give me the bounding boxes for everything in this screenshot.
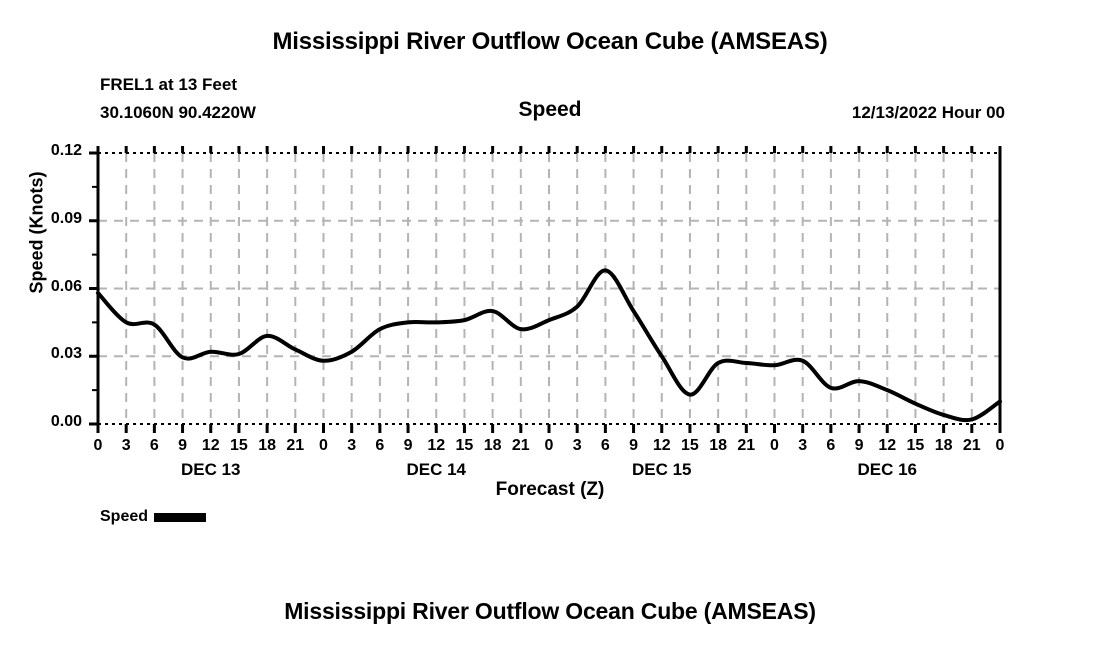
- y-tick-label: 0.12: [50, 142, 82, 159]
- x-tick-label: 0: [770, 437, 779, 454]
- x-tick-label: 3: [347, 437, 357, 454]
- x-tick-label: 15: [455, 437, 474, 454]
- x-tick-label: 15: [906, 437, 925, 454]
- x-tick-label: 15: [681, 437, 699, 454]
- y-tick-label: 0.00: [50, 413, 82, 430]
- y-tick-label: 0.06: [50, 277, 82, 295]
- legend-label-speed: Speed: [100, 508, 149, 525]
- x-tick-label: 9: [178, 437, 188, 454]
- x-tick-label: 15: [230, 437, 248, 454]
- x-axis-title: Forecast (Z): [495, 479, 605, 500]
- y-tick-label: 0.03: [50, 345, 82, 363]
- x-tick-label: 3: [798, 437, 808, 454]
- x-tick-label: 6: [826, 437, 836, 454]
- x-tick-label: 6: [600, 437, 610, 454]
- x-day-label: DEC 16: [857, 460, 918, 479]
- x-tick-label: 21: [737, 437, 756, 454]
- x-tick-label: 3: [121, 437, 131, 454]
- x-tick-label: 18: [709, 437, 728, 454]
- x-tick-label: 3: [572, 437, 582, 454]
- x-tick-label: 0: [319, 437, 328, 454]
- x-tick-label: 9: [854, 437, 864, 454]
- speed-series-line: [96, 268, 1002, 423]
- x-tick-label: 6: [375, 437, 385, 454]
- x-day-label: DEC 13: [180, 460, 241, 479]
- x-tick-label: 0: [995, 437, 1005, 454]
- legend-swatch-speed: [154, 512, 207, 522]
- x-tick-label: 21: [962, 437, 981, 454]
- legend: Speed: [100, 508, 207, 526]
- x-tick-label: 0: [544, 437, 554, 454]
- x-tick-label: 12: [652, 437, 671, 454]
- x-tick-label: 18: [934, 437, 953, 454]
- run-time-label: 12/13/2022 Hour 00: [851, 103, 1005, 122]
- x-tick-label: 18: [483, 437, 502, 454]
- coordinates-label: 30.1060N 90.4220W: [100, 103, 256, 122]
- x-day-label: DEC 15: [631, 460, 692, 479]
- x-day-label: DEC 14: [406, 460, 467, 479]
- x-tick-label: 21: [511, 437, 530, 454]
- page-title: Mississippi River Outflow Ocean Cube (AM…: [272, 28, 828, 55]
- parameter-label: Speed: [518, 98, 582, 121]
- y-tick-label: 0.09: [50, 209, 82, 227]
- x-tick-label: 0: [93, 437, 103, 454]
- x-tick-label: 12: [201, 437, 220, 454]
- x-tick-label: 9: [403, 437, 413, 454]
- station-label: FREL1 at 13 Feet: [100, 75, 237, 94]
- x-tick-label: 12: [878, 437, 897, 454]
- x-tick-label: 6: [149, 437, 159, 454]
- x-tick-label: 18: [258, 437, 277, 454]
- x-tick-label: 12: [427, 437, 446, 454]
- footer-title: Mississippi River Outflow Ocean Cube (AM…: [284, 598, 816, 624]
- y-axis-title: Speed (Knots): [26, 171, 47, 294]
- x-tick-label: 21: [286, 437, 305, 454]
- x-tick-label: 9: [629, 437, 639, 454]
